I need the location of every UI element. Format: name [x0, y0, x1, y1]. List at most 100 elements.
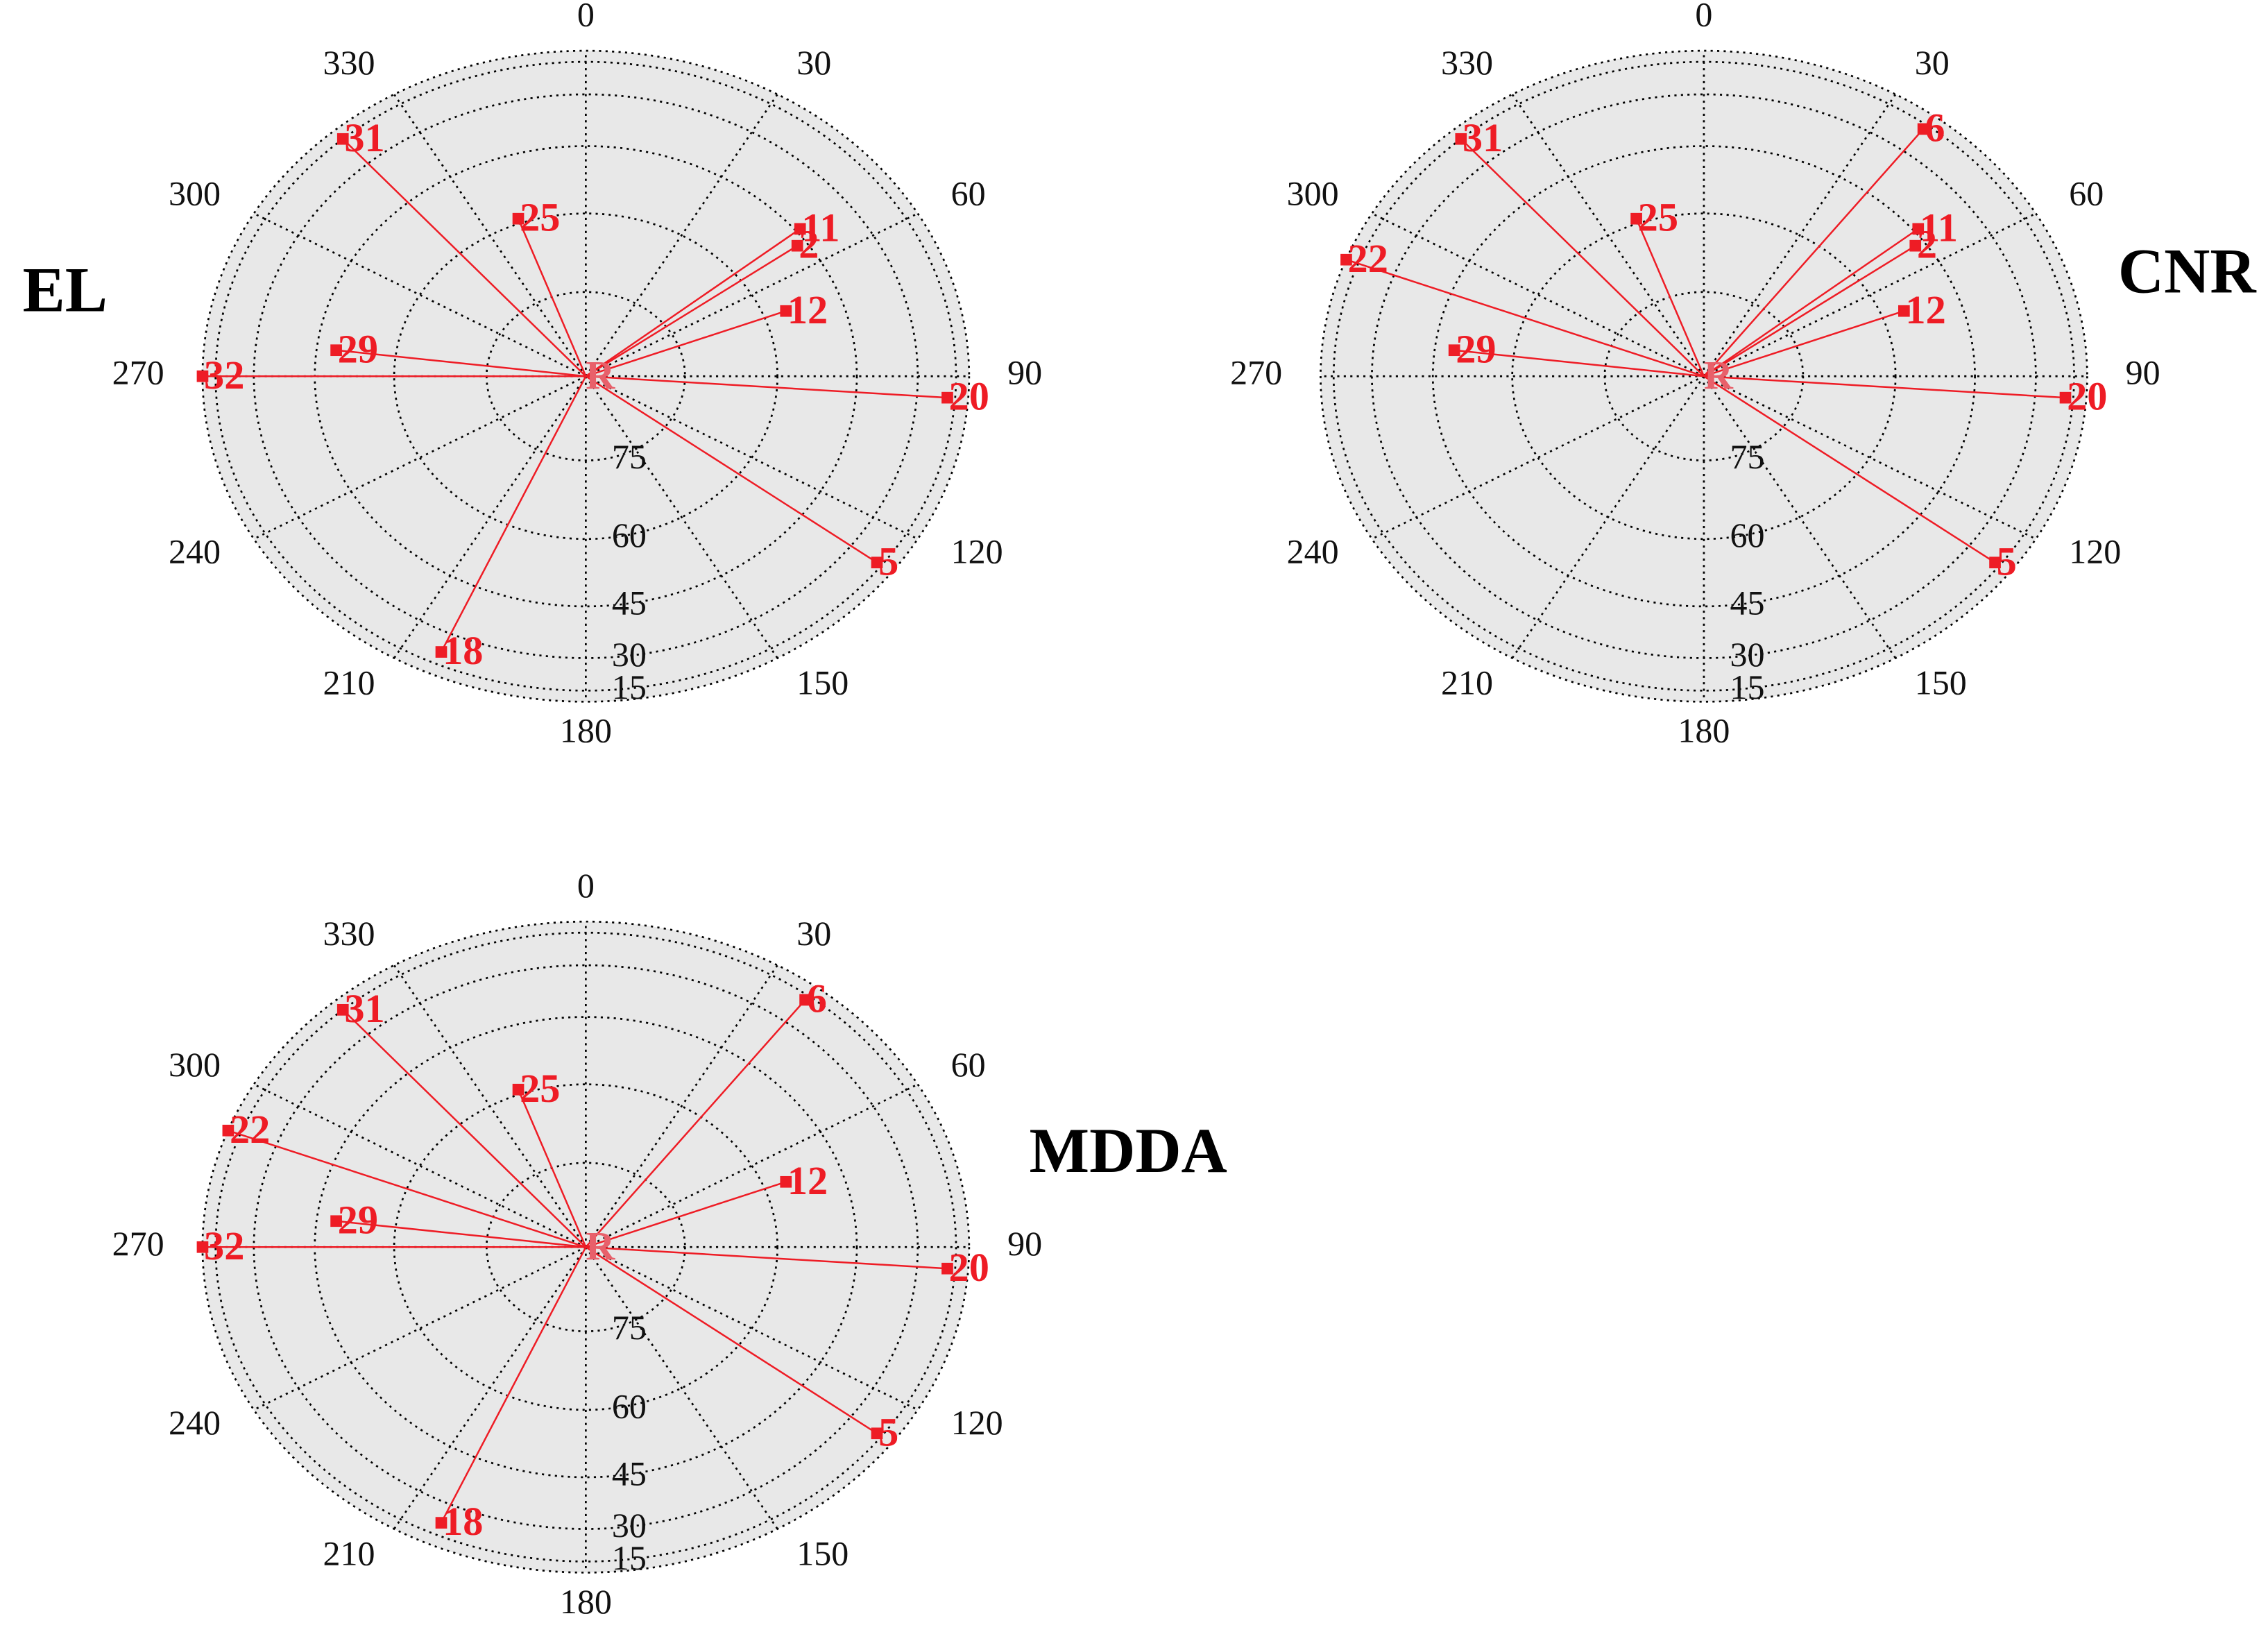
- angle-tick-label: 240: [169, 532, 221, 571]
- sat-line: [342, 1009, 587, 1248]
- sat-label: 12: [787, 287, 828, 332]
- sat-line: [586, 375, 948, 399]
- angle-tick-label: 270: [112, 353, 164, 392]
- sat-marker: [196, 1241, 209, 1253]
- receiver-label: R: [586, 1223, 615, 1268]
- angle-tick-label: 150: [1915, 663, 1967, 702]
- spoke-grid: [1371, 212, 1705, 377]
- sat-marker: [780, 305, 792, 317]
- sat-marker: [780, 1175, 792, 1188]
- elevation-tick-label: 30: [612, 635, 647, 674]
- sat-marker: [512, 1083, 525, 1096]
- spoke-grid: [585, 1083, 919, 1248]
- elevation-tick-label: 60: [1730, 516, 1764, 554]
- angle-tick-label: 180: [560, 711, 612, 750]
- sat-label: 25: [520, 1066, 560, 1111]
- sat-label: 29: [1456, 326, 1496, 371]
- sat-label: 6: [1925, 105, 1945, 150]
- sat-line: [585, 245, 798, 377]
- sat-label: 5: [878, 1409, 898, 1454]
- angle-tick-label: 90: [1007, 1224, 1042, 1263]
- sat-line: [585, 310, 787, 377]
- sat-marker: [1898, 305, 1910, 317]
- sat-label: 31: [344, 115, 384, 160]
- sat-line: [336, 1220, 586, 1248]
- angle-tick-label: 330: [323, 43, 375, 82]
- sat-marker: [336, 133, 349, 145]
- sat-label: 18: [443, 1499, 483, 1544]
- sat-line: [440, 375, 587, 653]
- spoke-grid: [585, 375, 919, 540]
- angle-tick-label: 0: [1695, 0, 1712, 34]
- sat-label: 12: [787, 1158, 828, 1203]
- spoke-grid: [585, 94, 778, 377]
- sat-label: 29: [338, 1197, 378, 1242]
- spoke-grid: [585, 375, 778, 659]
- sat-line: [1703, 128, 1925, 377]
- angle-tick-label: 270: [1230, 353, 1282, 392]
- angle-tick-label: 210: [1441, 663, 1493, 702]
- angle-tick-label: 240: [1287, 532, 1339, 571]
- ring-grid: [1431, 145, 1976, 608]
- chart-title: CNR: [2118, 235, 2257, 306]
- sat-label: 12: [1905, 287, 1945, 332]
- sat-line: [1454, 349, 1705, 377]
- spoke-grid: [585, 212, 919, 377]
- angle-tick-label: 0: [577, 866, 595, 905]
- sat-marker: [1909, 239, 1922, 252]
- sat-marker: [1630, 212, 1642, 225]
- sat-line: [336, 349, 586, 377]
- sat-label: 20: [2067, 374, 2107, 419]
- ring-grid: [393, 1083, 778, 1411]
- angle-tick-label: 330: [323, 914, 375, 953]
- angle-tick-label: 300: [169, 174, 221, 213]
- chart-title: EL: [23, 255, 108, 325]
- spoke-grid: [1703, 94, 1897, 377]
- sat-marker: [336, 1003, 349, 1016]
- elevation-tick-label: 75: [612, 1308, 647, 1347]
- sat-label: 22: [1348, 236, 1388, 281]
- angle-tick-label: 180: [1678, 711, 1730, 750]
- elevation-tick-label: 30: [612, 1506, 647, 1545]
- spoke-grid: [253, 212, 586, 377]
- sat-marker: [1989, 556, 2001, 569]
- angle-tick-label: 30: [796, 43, 831, 82]
- angle-tick-label: 180: [560, 1582, 612, 1621]
- sat-line: [1703, 375, 2066, 399]
- spoke-grid: [253, 375, 586, 540]
- angle-tick-label: 30: [796, 914, 831, 953]
- sat-line: [517, 1089, 587, 1248]
- sat-label: 32: [204, 352, 244, 398]
- elevation-tick-label: 15: [612, 1538, 647, 1577]
- spoke-grid: [1371, 375, 1705, 540]
- sat-label: 5: [1997, 538, 2017, 584]
- ring-grid: [214, 60, 957, 692]
- sat-marker: [871, 556, 883, 569]
- sat-marker: [871, 1427, 883, 1440]
- sat-label: 5: [878, 538, 898, 584]
- angle-tick-label: 120: [951, 1403, 1003, 1442]
- sat-label: 11: [801, 205, 839, 250]
- angle-tick-label: 90: [2126, 353, 2160, 392]
- angle-tick-label: 120: [951, 532, 1003, 571]
- angle-tick-label: 150: [796, 663, 849, 702]
- angle-tick-label: 60: [2069, 174, 2104, 213]
- spoke-grid: [1703, 375, 1897, 659]
- ring-grid: [1511, 212, 1897, 541]
- sat-label: 18: [443, 628, 483, 673]
- elevation-tick-label: 75: [612, 437, 647, 476]
- angle-tick-label: 240: [169, 1403, 221, 1442]
- ring-grid: [253, 93, 919, 659]
- angle-tick-label: 300: [1287, 174, 1339, 213]
- sat-marker: [941, 1262, 953, 1275]
- receiver-label: R: [586, 352, 615, 398]
- sat-marker: [512, 212, 525, 225]
- angle-tick-label: 60: [951, 1045, 986, 1084]
- angle-tick-label: 210: [323, 663, 375, 702]
- elevation-tick-label: 60: [612, 1386, 647, 1425]
- sat-line: [517, 218, 587, 377]
- elevation-tick-label: 45: [612, 1454, 647, 1493]
- angle-tick-label: 30: [1915, 43, 1950, 82]
- sat-marker: [196, 370, 209, 382]
- elevation-tick-label: 45: [612, 583, 647, 622]
